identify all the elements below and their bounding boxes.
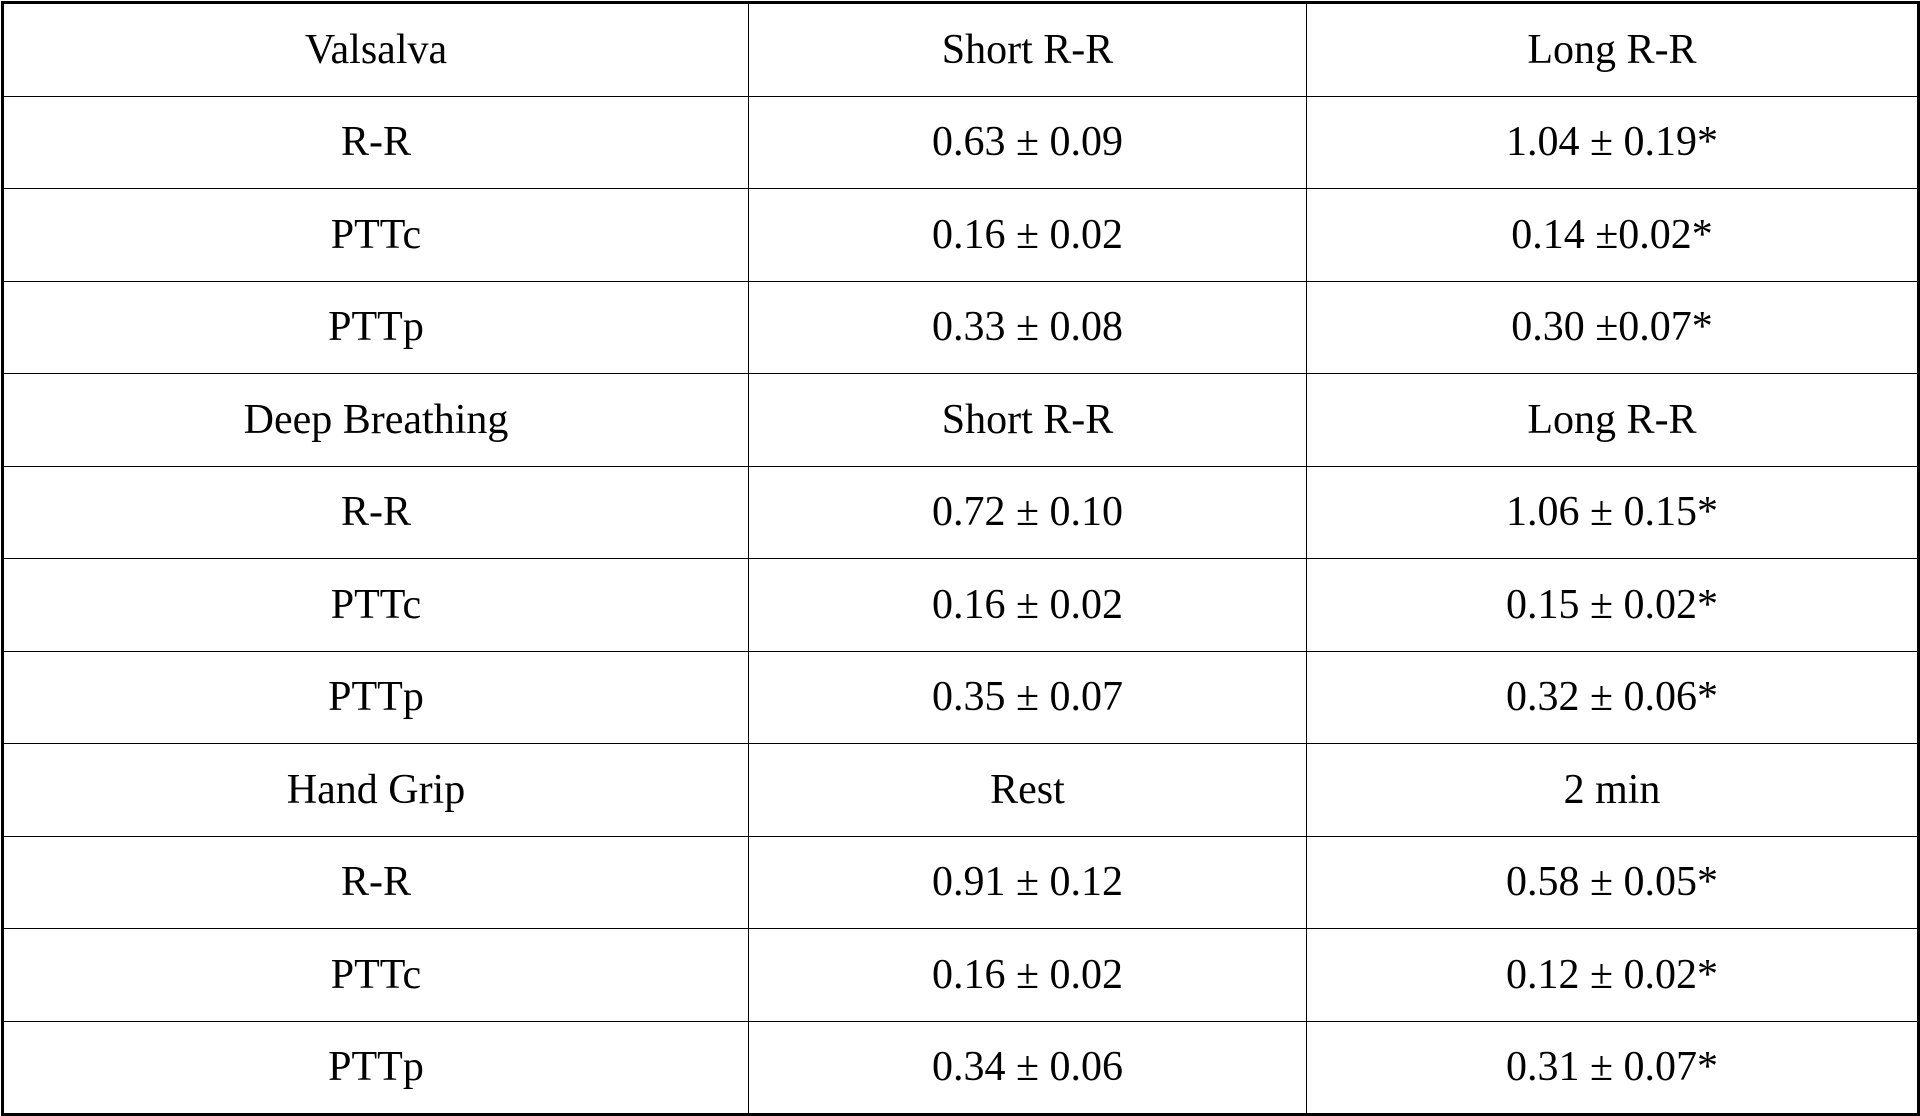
column-header-condition-2: 2 min (1306, 743, 1919, 837)
table-row: PTTp 0.33 ± 0.08 0.30 ±0.07* (2, 280, 1919, 374)
table-cell: 0.16 ± 0.02 (748, 928, 1307, 1022)
table-cell: 0.30 ±0.07* (1306, 280, 1919, 374)
table-row: PTTc 0.16 ± 0.02 0.15 ± 0.02* (2, 558, 1919, 652)
row-label: PTTc (2, 558, 749, 652)
table-cell: 0.16 ± 0.02 (748, 188, 1307, 282)
row-label: PTTp (2, 650, 749, 744)
row-label: PTTp (2, 280, 749, 374)
table-row: PTTc 0.16 ± 0.02 0.12 ± 0.02* (2, 928, 1919, 1022)
table-cell: 0.14 ±0.02* (1306, 188, 1919, 282)
column-header-condition-1: Short R-R (748, 373, 1307, 467)
table-cell: 0.33 ± 0.08 (748, 280, 1307, 374)
column-header-condition-2: Long R-R (1306, 2, 1919, 97)
table-cell: 0.32 ± 0.06* (1306, 650, 1919, 744)
section-label-hand-grip: Hand Grip (2, 743, 749, 837)
column-header-condition-1: Short R-R (748, 2, 1307, 97)
table-cell: 1.06 ± 0.15* (1306, 465, 1919, 559)
section-label-deep-breathing: Deep Breathing (2, 373, 749, 467)
table-row: PTTc 0.16 ± 0.02 0.14 ±0.02* (2, 188, 1919, 282)
table-cell: 0.34 ± 0.06 (748, 1020, 1307, 1115)
section-label-valsalva: Valsalva (2, 2, 749, 97)
row-label: R-R (2, 835, 749, 929)
table-cell: 0.35 ± 0.07 (748, 650, 1307, 744)
column-header-condition-2: Long R-R (1306, 373, 1919, 467)
table-cell: 0.12 ± 0.02* (1306, 928, 1919, 1022)
table-cell: 0.58 ± 0.05* (1306, 835, 1919, 929)
table-row: PTTp 0.35 ± 0.07 0.32 ± 0.06* (2, 650, 1919, 744)
table-cell: 0.91 ± 0.12 (748, 835, 1307, 929)
table-cell: 0.63 ± 0.09 (748, 95, 1307, 189)
row-label: PTTc (2, 928, 749, 1022)
table-cell: 0.31 ± 0.07* (1306, 1020, 1919, 1115)
table-row: R-R 0.91 ± 0.12 0.58 ± 0.05* (2, 835, 1919, 929)
column-header-condition-1: Rest (748, 743, 1307, 837)
table-cell: 1.04 ± 0.19* (1306, 95, 1919, 189)
table-row-deep-breathing-header: Deep Breathing Short R-R Long R-R (2, 373, 1919, 467)
table-row-hand-grip-header: Hand Grip Rest 2 min (2, 743, 1919, 837)
table-cell: 0.72 ± 0.10 (748, 465, 1307, 559)
table-cell: 0.15 ± 0.02* (1306, 558, 1919, 652)
table-cell: 0.16 ± 0.02 (748, 558, 1307, 652)
row-label: R-R (2, 95, 749, 189)
table-row: R-R 0.63 ± 0.09 1.04 ± 0.19* (2, 95, 1919, 189)
table-row: PTTp 0.34 ± 0.06 0.31 ± 0.07* (2, 1020, 1919, 1115)
row-label: R-R (2, 465, 749, 559)
table-row-valsalva-header: Valsalva Short R-R Long R-R (2, 2, 1919, 97)
row-label: PTTp (2, 1020, 749, 1115)
row-label: PTTc (2, 188, 749, 282)
table-row: R-R 0.72 ± 0.10 1.06 ± 0.15* (2, 465, 1919, 559)
